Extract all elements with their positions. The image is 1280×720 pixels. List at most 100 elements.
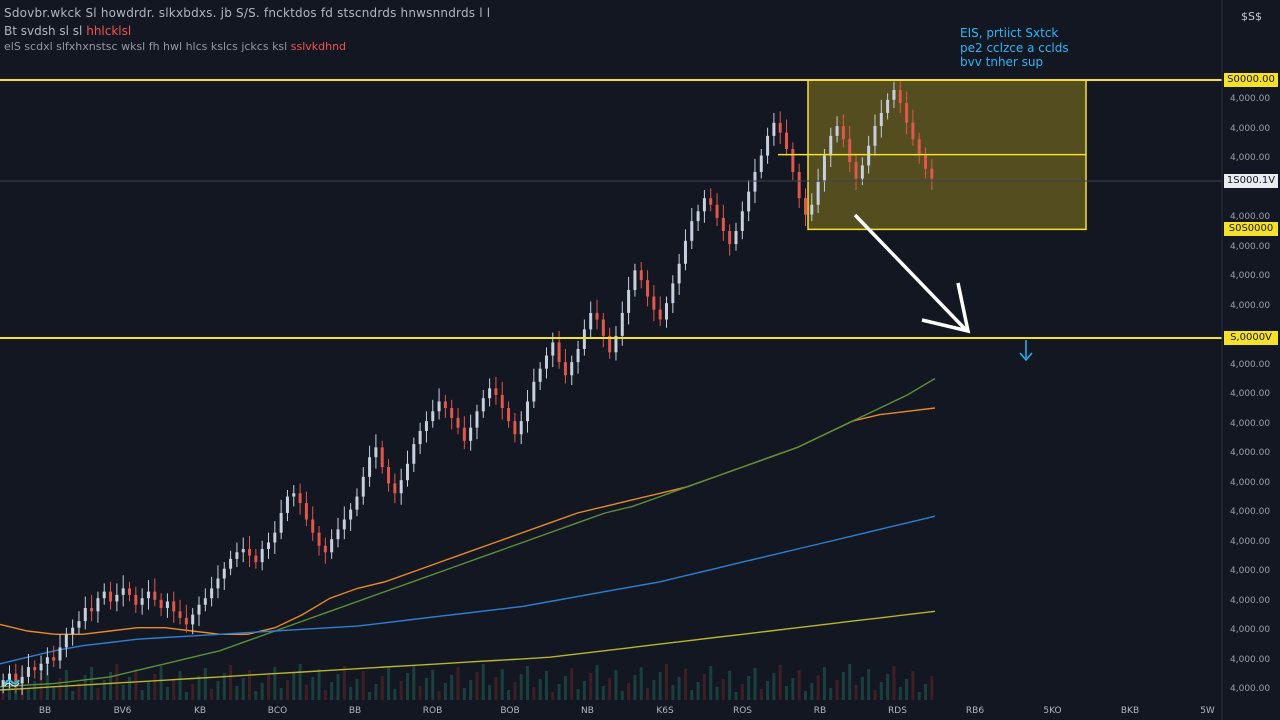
price-axis-tick: 4,000.00 — [1230, 536, 1271, 547]
volume-bar — [462, 688, 466, 700]
candle-body — [412, 444, 416, 464]
price-axis-tick: 4,000.00 — [1230, 123, 1271, 134]
candle-body — [7, 673, 11, 681]
candle-body — [77, 621, 81, 628]
volume-bar — [241, 678, 245, 700]
candle-body — [279, 512, 283, 533]
volume-bar — [115, 664, 119, 700]
candle-body — [58, 647, 62, 661]
candle-body — [418, 430, 422, 445]
volume-bar — [229, 665, 233, 700]
candle-body — [898, 90, 902, 104]
price-axis-tick: 4,000.00 — [1230, 153, 1271, 163]
volume-bar — [551, 692, 555, 700]
candle-body — [930, 168, 934, 179]
volume-bar — [191, 684, 195, 700]
volume-bar — [601, 686, 605, 700]
candle-body — [197, 604, 201, 615]
candle-body — [374, 447, 378, 458]
volume-bar — [317, 669, 321, 700]
candle-body — [829, 135, 833, 156]
candle-body — [172, 601, 176, 612]
volume-bar — [778, 665, 782, 700]
bearish-arrow[interactable] — [853, 213, 971, 334]
candle-body — [1, 680, 5, 687]
price-axis-tick: 4,000.00 — [1230, 94, 1271, 104]
volume-bar — [311, 677, 315, 700]
volume-bar — [772, 673, 776, 700]
volume-bar — [380, 676, 384, 700]
candle-body — [178, 611, 182, 618]
volume-bar — [665, 664, 669, 700]
candle-body — [526, 401, 530, 422]
volume-bar — [109, 672, 113, 700]
volume-bar — [582, 681, 586, 700]
candle-body — [538, 368, 542, 382]
candle-body — [90, 608, 94, 612]
time-axis-tick: ROB — [422, 706, 443, 716]
time-axis-tick: BOB — [500, 706, 520, 716]
candle-body — [443, 401, 447, 409]
volume-bar — [33, 681, 37, 700]
candle-body — [488, 388, 492, 399]
candle-body — [595, 312, 599, 320]
volume-bar — [595, 665, 599, 700]
volume-bar — [248, 670, 252, 700]
ma-mid-line — [0, 377, 936, 688]
candle-body — [785, 132, 789, 150]
volume-bar — [898, 687, 902, 700]
volume-bar — [222, 673, 226, 700]
candle-body — [816, 181, 820, 205]
volume-bar — [412, 665, 416, 700]
candle-body — [285, 496, 289, 513]
candle-body — [355, 496, 359, 510]
volume-bar — [102, 680, 106, 700]
volume-bar — [266, 675, 270, 700]
annotation-line-1: EIS, prtiict Sxtck — [960, 26, 1059, 40]
candle-body — [721, 217, 725, 231]
volume-bar — [728, 671, 732, 700]
candle-body — [393, 483, 397, 494]
time-axis-tick: 5KO — [1043, 706, 1062, 716]
candle-body — [311, 519, 315, 533]
volume-bar — [544, 671, 548, 700]
volume-bar — [279, 688, 283, 700]
candle-body — [582, 329, 586, 350]
volume-bar — [892, 666, 896, 700]
candle-body — [924, 155, 928, 169]
time-axis-tick: 5W — [1200, 706, 1215, 716]
volume-bars — [1, 664, 934, 700]
volume-bar — [715, 687, 719, 700]
volume-bar — [96, 688, 100, 700]
volume-bar — [45, 665, 49, 700]
candle-body — [304, 503, 308, 520]
price-axis-tick: 4,000.00 — [1230, 241, 1271, 252]
candle-body — [589, 312, 593, 330]
candle-body — [431, 411, 435, 422]
volume-bar — [879, 682, 883, 700]
candle-body — [165, 601, 169, 609]
candle-body — [184, 617, 188, 625]
volume-bar — [557, 684, 561, 700]
price-axis-tick: 4,000.00 — [1230, 359, 1271, 370]
volume-bar — [424, 678, 428, 700]
candle-body — [380, 447, 384, 468]
candle-body — [71, 627, 75, 635]
price-axis-tick: 4,000.00 — [1230, 654, 1271, 665]
top-right-label: $S$ — [1241, 10, 1262, 23]
wave-icon[interactable] — [4, 676, 20, 688]
volume-bar — [702, 674, 706, 700]
volume-bar — [418, 686, 422, 700]
candle-body — [753, 171, 757, 192]
candle-body — [658, 309, 662, 320]
volume-bar — [197, 676, 201, 700]
candle-body — [879, 112, 883, 127]
candle-body — [797, 171, 801, 199]
volume-bar — [153, 674, 157, 700]
candle-body — [210, 588, 214, 599]
volume-bar — [538, 679, 542, 700]
price-axis-tick: 4,000.00 — [1230, 507, 1271, 517]
volume-bar — [456, 667, 460, 700]
price-axis-tick: 4,000.00 — [1230, 566, 1271, 576]
